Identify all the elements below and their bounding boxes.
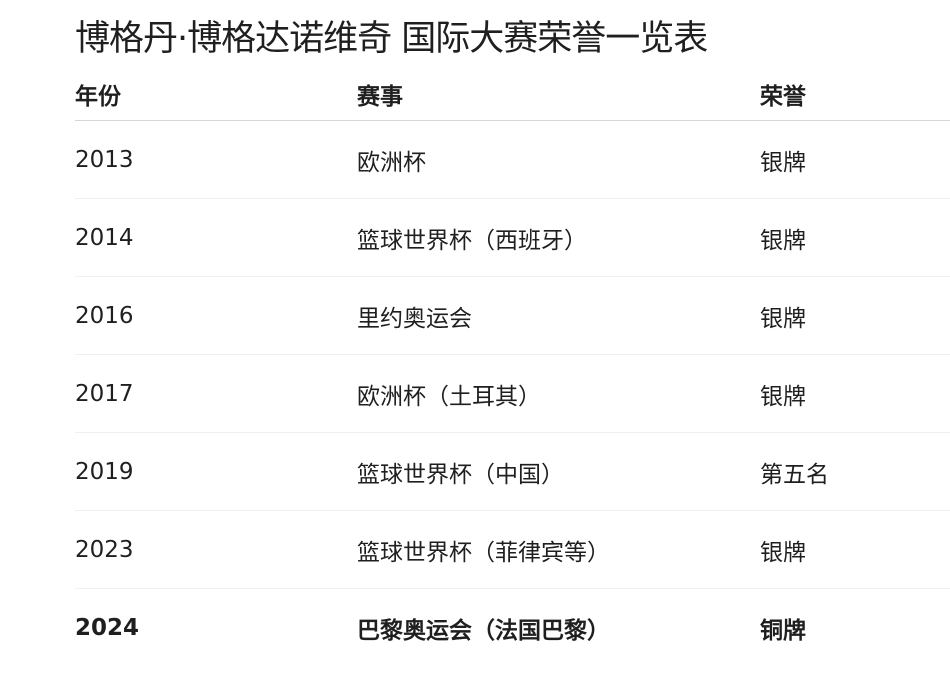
table-row: 2019 篮球世界杯（中国） 第五名: [75, 432, 950, 511]
cell-event: 里约奥运会: [357, 276, 760, 355]
cell-year: 2023: [75, 510, 357, 589]
table-row: 2017 欧洲杯（土耳其） 银牌: [75, 354, 950, 433]
cell-year: 2016: [75, 276, 357, 355]
cell-year: 2024: [75, 614, 140, 641]
header-event: 赛事: [357, 68, 760, 121]
cell-event: 巴黎奥运会（法国巴黎）: [357, 617, 610, 644]
cell-honor: 银牌: [760, 198, 950, 277]
table-header-row: 年份 赛事 荣誉: [75, 68, 950, 121]
cell-event: 篮球世界杯（西班牙）: [357, 198, 760, 277]
header-honor: 荣誉: [760, 68, 950, 121]
honors-table: 年份 赛事 荣誉 2013 欧洲杯 银牌 2014 篮球世界杯（西班牙） 银牌 2016 里约…: [75, 68, 950, 666]
cell-honor: 铜牌: [760, 617, 806, 644]
page-title: 博格丹·博格达诺维奇 国际大赛荣誉一览表: [75, 19, 708, 59]
cell-event: 欧洲杯（土耳其）: [357, 354, 760, 433]
cell-year: 2014: [75, 198, 357, 277]
cell-event: 欧洲杯: [357, 120, 760, 199]
table-row: 2014 篮球世界杯（西班牙） 银牌: [75, 198, 950, 277]
cell-honor: 银牌: [760, 354, 950, 433]
header-year: 年份: [75, 68, 357, 121]
cell-event: 篮球世界杯（中国）: [357, 432, 760, 511]
cell-honor: 银牌: [760, 276, 950, 355]
table-row: 2013 欧洲杯 银牌: [75, 120, 950, 199]
cell-honor: 第五名: [760, 432, 950, 511]
cell-honor: 银牌: [760, 510, 950, 589]
table-row: 2016 里约奥运会 银牌: [75, 276, 950, 355]
cell-year: 2017: [75, 354, 357, 433]
cell-event: 篮球世界杯（菲律宾等）: [357, 510, 760, 589]
table-row: 2024 巴黎奥运会（法国巴黎） 铜牌: [75, 589, 950, 667]
cell-year: 2019: [75, 432, 357, 511]
table-row: 2023 篮球世界杯（菲律宾等） 银牌: [75, 510, 950, 589]
cell-honor: 银牌: [760, 120, 950, 199]
cell-year: 2013: [75, 120, 357, 199]
